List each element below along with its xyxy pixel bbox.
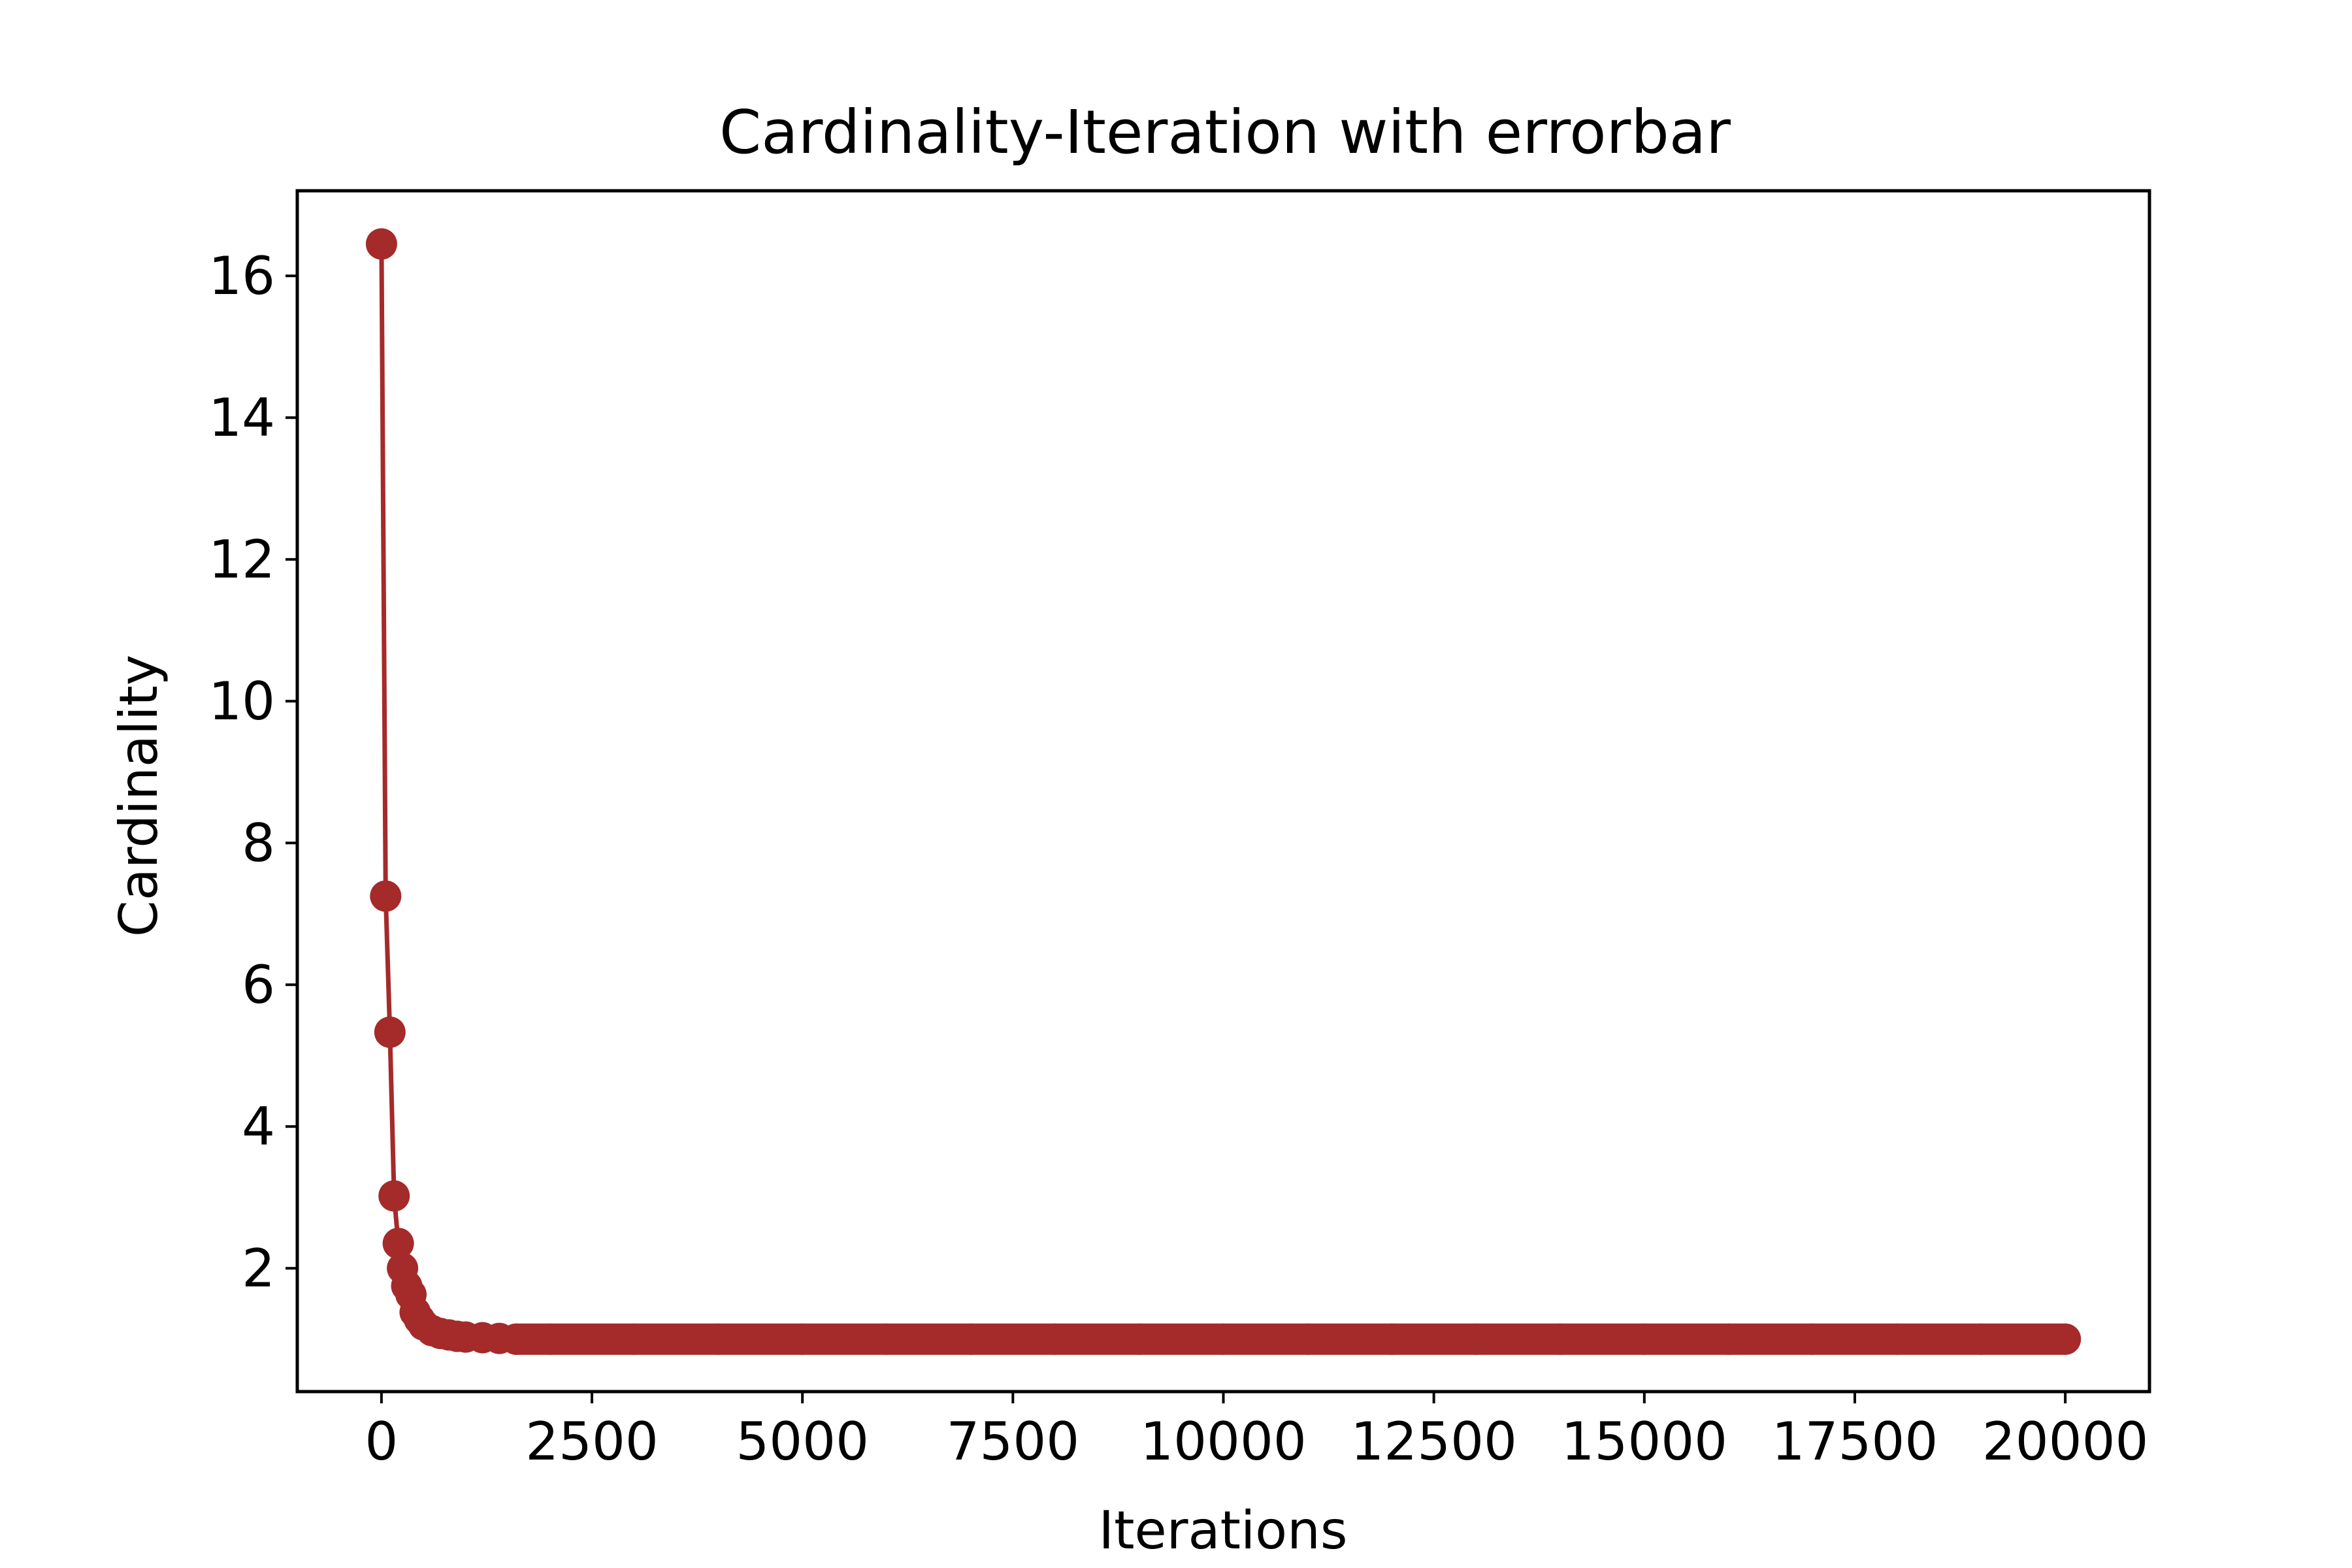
data-point <box>1207 1323 1239 1355</box>
data-point <box>1460 1323 1492 1355</box>
x-axis: 0 2500 5000 7500 10000 12500 15000 17500 20000 <box>365 1392 2148 1472</box>
data-point <box>1712 1323 1744 1355</box>
data-point <box>1544 1323 1576 1355</box>
chart-title: Cardinality-Iteration with errorbar <box>719 97 1731 167</box>
y-tick-label: 6 <box>242 955 275 1015</box>
series-layer <box>365 228 2082 1355</box>
data-point <box>1292 1323 1324 1355</box>
y-tick-label: 16 <box>208 246 275 306</box>
x-tick-label: 2500 <box>525 1411 659 1472</box>
plot-area <box>295 189 2151 1394</box>
data-point <box>871 1323 902 1355</box>
y-tick-label: 8 <box>242 813 275 874</box>
data-point <box>618 1323 650 1355</box>
x-tick-label: 0 <box>365 1411 398 1472</box>
data-point <box>374 1016 406 1048</box>
y-tick-label: 12 <box>208 529 275 590</box>
data-point <box>1123 1323 1155 1355</box>
x-tick-label: 20000 <box>1982 1411 2149 1472</box>
data-point <box>500 1323 532 1355</box>
data-point <box>955 1323 987 1355</box>
data-point <box>1376 1323 1408 1355</box>
data-point <box>382 1228 414 1260</box>
data-point <box>534 1323 566 1355</box>
y-tick-label: 10 <box>208 671 275 732</box>
y-tick-label: 4 <box>242 1096 275 1157</box>
x-tick-label: 17500 <box>1772 1411 1938 1472</box>
data-point <box>1628 1323 1660 1355</box>
y-tick-label: 2 <box>242 1238 275 1299</box>
data-point <box>1881 1323 1913 1355</box>
data-point <box>2050 1323 2082 1355</box>
y-axis-label: Cardinality <box>108 655 169 937</box>
data-point <box>1797 1323 1829 1355</box>
x-tick-label: 5000 <box>736 1411 869 1472</box>
data-point <box>787 1323 819 1355</box>
data-point <box>370 880 402 912</box>
x-tick-label: 15000 <box>1561 1411 1728 1472</box>
x-tick-label: 7500 <box>947 1411 1080 1472</box>
data-point <box>1965 1323 1997 1355</box>
x-tick-label: 12500 <box>1350 1411 1517 1472</box>
data-point <box>1039 1323 1071 1355</box>
y-tick-label: 14 <box>208 387 275 448</box>
data-point <box>378 1180 410 1212</box>
x-axis-label: Iterations <box>1098 1500 1347 1561</box>
data-point <box>702 1323 734 1355</box>
x-tick-label: 10000 <box>1140 1411 1307 1472</box>
y-axis: 2 4 6 8 10 12 14 16 <box>208 246 297 1299</box>
data-point <box>365 228 397 260</box>
